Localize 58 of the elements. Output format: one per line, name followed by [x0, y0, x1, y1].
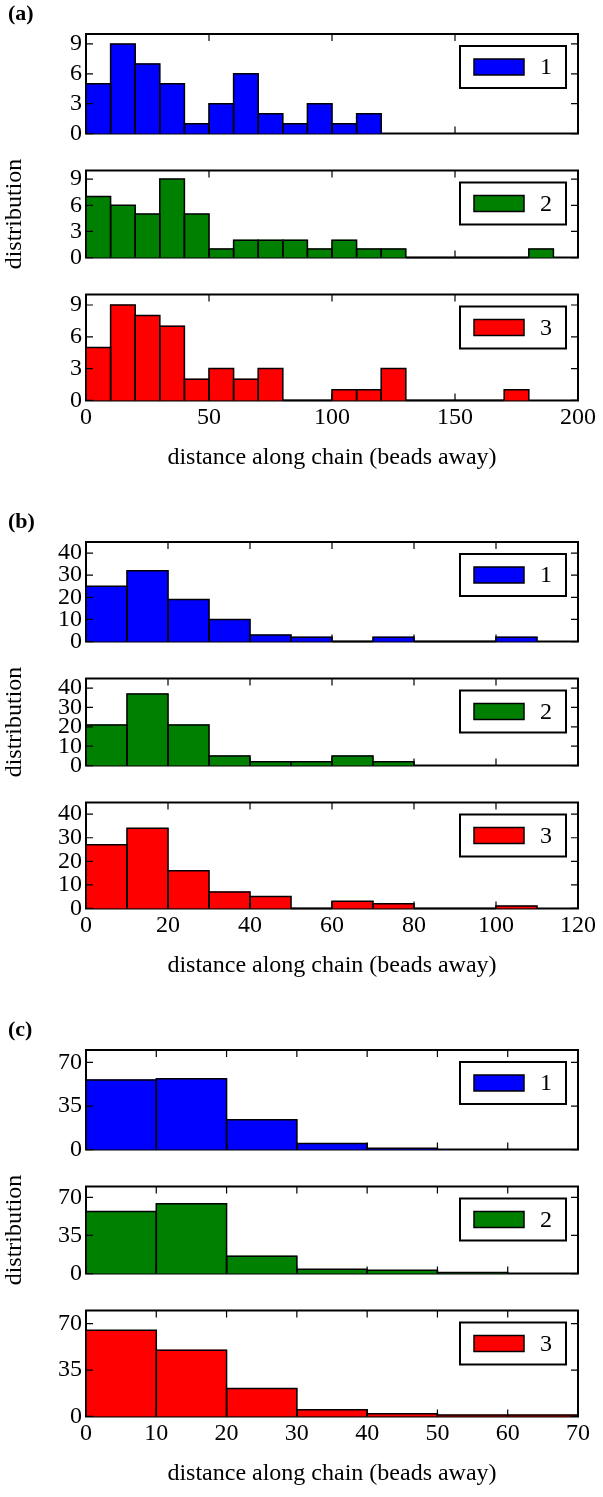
y-tick-label: 6: [70, 322, 82, 349]
x-tick-label: 10: [144, 1419, 169, 1446]
legend-label: 3: [540, 1329, 552, 1356]
y-tick-label: 3: [70, 353, 82, 380]
y-tick-label: 9: [70, 29, 82, 56]
legend-label: 1: [540, 561, 552, 588]
y-tick-label: 0: [70, 1258, 82, 1285]
x-tick-label: 120: [560, 911, 596, 938]
x-tick-label: 100: [314, 403, 350, 430]
y-tick-label: 0: [70, 118, 82, 145]
y-tick-label: 3: [70, 89, 82, 116]
y-tick-label: 35: [58, 1355, 82, 1382]
y-tick-label: 6: [70, 59, 82, 86]
x-tick-label: 50: [425, 1419, 450, 1446]
x-axis-title: distance along chain (beads away): [167, 950, 497, 977]
x-tick-label: 50: [197, 403, 221, 430]
y-axis-title: distribution: [0, 666, 26, 778]
x-tick-label: 20: [156, 911, 180, 938]
x-tick-label: 40: [238, 911, 262, 938]
x-axis-title: distance along chain (beads away): [167, 1458, 497, 1485]
y-tick-label: 0: [70, 385, 82, 412]
y-tick-label: 35: [58, 1220, 82, 1247]
legend-label: 2: [540, 189, 552, 216]
y-axis-title: distribution: [0, 158, 26, 270]
y-tick-label: 70: [58, 1182, 82, 1209]
x-tick-label: 150: [437, 403, 473, 430]
y-tick-label: 70: [58, 1047, 82, 1074]
y-tick-label: 40: [58, 799, 82, 826]
y-tick-label: 9: [70, 290, 82, 317]
x-tick-label: 30: [284, 1419, 309, 1446]
x-tick-label: 60: [320, 911, 344, 938]
chart-title: (b): [8, 507, 35, 533]
y-tick-label: 70: [58, 1308, 82, 1335]
y-tick-label: 40: [58, 673, 82, 700]
y-tick-label: 0: [70, 242, 82, 269]
y-tick-label: 0: [70, 1401, 82, 1428]
legend-label: 3: [540, 821, 552, 848]
y-tick-label: 35: [58, 1091, 82, 1118]
x-tick-label: 70: [566, 1419, 590, 1446]
y-tick-label: 0: [70, 1134, 82, 1161]
y-tick-label: 9: [70, 164, 82, 191]
y-tick-label: 6: [70, 190, 82, 217]
legend-label: 1: [540, 1069, 552, 1096]
chart-title: (c): [8, 1015, 33, 1041]
x-tick-label: 80: [402, 911, 426, 938]
x-tick-label: 60: [495, 1419, 520, 1446]
x-tick-label: 200: [560, 403, 596, 430]
x-axis-title: distance along chain (beads away): [167, 442, 497, 469]
y-axis-title: distribution: [0, 1174, 26, 1286]
y-tick-label: 3: [70, 216, 82, 243]
x-tick-label: 40: [355, 1419, 380, 1446]
legend-label: 1: [540, 53, 552, 80]
x-tick-label: 20: [214, 1419, 239, 1446]
legend-label: 3: [540, 313, 552, 340]
legend-label: 2: [540, 697, 552, 724]
legend-label: 2: [540, 1205, 552, 1232]
chart-title: (a): [8, 0, 34, 25]
x-tick-label: 100: [478, 911, 514, 938]
